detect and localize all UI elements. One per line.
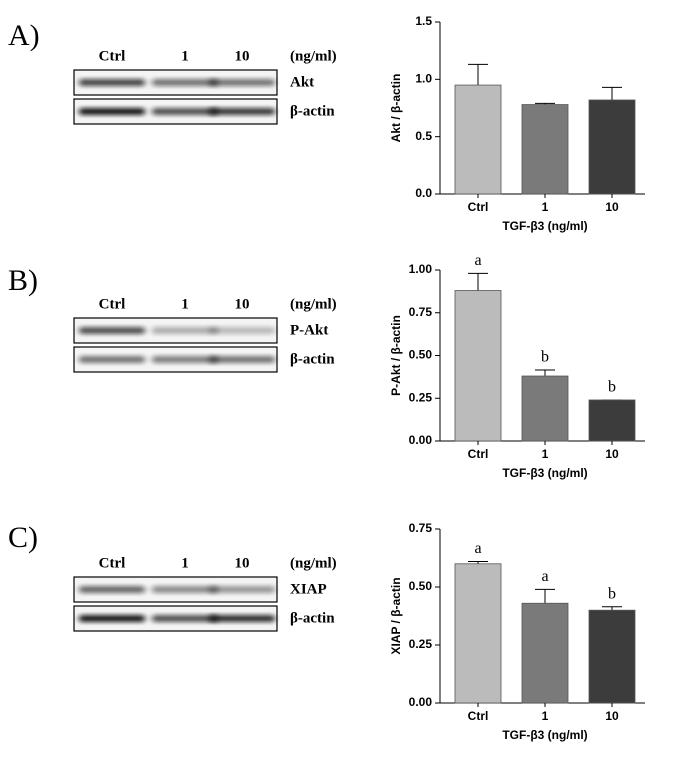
significance-letter: a bbox=[474, 252, 481, 269]
lane-label: Ctrl bbox=[99, 296, 126, 312]
unit-label: (ng/ml) bbox=[290, 296, 337, 312]
y-tick-label: 0.0 bbox=[415, 186, 432, 200]
band-label: P-Akt bbox=[290, 322, 328, 338]
lane-label: 10 bbox=[235, 555, 250, 571]
y-axis-label: Akt / β-actin bbox=[389, 74, 403, 143]
blot-band bbox=[209, 79, 275, 86]
x-axis-label: TGF-β3 (ng/ml) bbox=[502, 219, 587, 233]
blot-band bbox=[152, 356, 218, 363]
y-tick-label: 0.50 bbox=[409, 579, 433, 593]
blot-band bbox=[152, 108, 218, 115]
lane-label: 1 bbox=[181, 555, 189, 571]
bar bbox=[521, 602, 569, 704]
significance-letter: b bbox=[608, 379, 616, 396]
unit-label: (ng/ml) bbox=[290, 555, 337, 571]
x-axis-label: TGF-β3 (ng/ml) bbox=[502, 728, 587, 742]
blot-band bbox=[209, 586, 275, 593]
bar bbox=[588, 609, 636, 704]
panel-label: B) bbox=[8, 264, 38, 297]
y-tick-label: 0.75 bbox=[409, 305, 433, 319]
lane-label: 10 bbox=[235, 296, 250, 312]
bar bbox=[521, 104, 569, 195]
lane-label: Ctrl bbox=[99, 555, 126, 571]
band-label: Akt bbox=[290, 74, 314, 90]
lane-label: 1 bbox=[181, 48, 189, 64]
y-tick-label: 1.00 bbox=[409, 262, 433, 276]
y-tick-label: 0.00 bbox=[409, 695, 433, 709]
y-tick-label: 1.5 bbox=[415, 14, 432, 28]
band-label: β-actin bbox=[290, 103, 335, 119]
x-tick-label: Ctrl bbox=[468, 709, 489, 723]
x-tick-label: 1 bbox=[542, 200, 549, 214]
y-axis-label: XIAP / β-actin bbox=[389, 577, 403, 654]
significance-letter: b bbox=[608, 585, 616, 602]
blot-band bbox=[79, 615, 145, 622]
blot-band bbox=[152, 327, 218, 334]
bar bbox=[454, 84, 502, 195]
y-tick-label: 0.00 bbox=[409, 433, 433, 447]
x-tick-label: 10 bbox=[605, 709, 619, 723]
significance-letter: b bbox=[541, 349, 549, 366]
band-label: XIAP bbox=[290, 581, 327, 597]
y-axis-label: P-Akt / β-actin bbox=[389, 315, 403, 396]
y-tick-label: 0.50 bbox=[409, 348, 433, 362]
band-label: β-actin bbox=[290, 351, 335, 367]
bar bbox=[521, 375, 569, 442]
y-tick-label: 0.5 bbox=[415, 129, 432, 143]
blot-band bbox=[79, 586, 145, 593]
blot-band bbox=[79, 108, 145, 115]
unit-label: (ng/ml) bbox=[290, 48, 337, 64]
blot-band bbox=[152, 586, 218, 593]
band-label: β-actin bbox=[290, 610, 335, 626]
blot-band bbox=[209, 327, 275, 334]
blot-band bbox=[209, 356, 275, 363]
x-axis-label: TGF-β3 (ng/ml) bbox=[502, 466, 587, 480]
significance-letter: a bbox=[541, 568, 548, 585]
blot-band bbox=[79, 327, 145, 334]
x-tick-label: 10 bbox=[605, 447, 619, 461]
y-tick-label: 0.75 bbox=[409, 521, 433, 535]
x-tick-label: Ctrl bbox=[468, 200, 489, 214]
x-tick-label: Ctrl bbox=[468, 447, 489, 461]
blot-band bbox=[79, 356, 145, 363]
lane-label: Ctrl bbox=[99, 48, 126, 64]
blot-band bbox=[209, 615, 275, 622]
x-tick-label: 1 bbox=[542, 447, 549, 461]
panel-label: A) bbox=[8, 19, 40, 52]
x-tick-label: 1 bbox=[542, 709, 549, 723]
y-tick-label: 0.25 bbox=[409, 390, 433, 404]
x-tick-label: 10 bbox=[605, 200, 619, 214]
bar bbox=[454, 563, 502, 704]
blot-band bbox=[152, 615, 218, 622]
bar bbox=[588, 99, 636, 195]
y-tick-label: 1.0 bbox=[415, 72, 432, 86]
lane-label: 10 bbox=[235, 48, 250, 64]
panel-label: C) bbox=[8, 521, 38, 554]
bar bbox=[588, 399, 636, 442]
y-tick-label: 0.25 bbox=[409, 637, 433, 651]
bar bbox=[454, 290, 502, 442]
blot-band bbox=[79, 79, 145, 86]
lane-label: 1 bbox=[181, 296, 189, 312]
significance-letter: a bbox=[474, 540, 481, 557]
blot-band bbox=[152, 79, 218, 86]
blot-band bbox=[209, 108, 275, 115]
